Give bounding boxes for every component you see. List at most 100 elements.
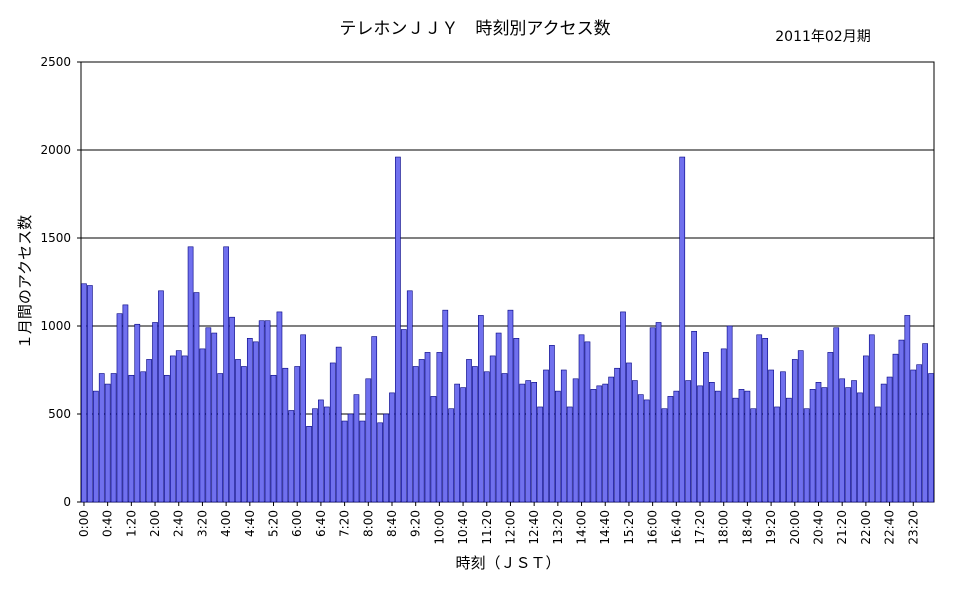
bar-2030: [809, 389, 816, 503]
bar-550: [288, 410, 295, 503]
bar-1130: [489, 355, 496, 503]
bar-800: [365, 378, 372, 503]
bar-1100: [472, 366, 478, 503]
bar-2000: [791, 359, 798, 503]
y-axis-label: １月間のアクセス数: [16, 215, 34, 349]
bar-1600: [649, 327, 656, 503]
bar-1640: [673, 390, 680, 503]
bar-540: [282, 367, 289, 503]
bar-1430: [596, 385, 603, 503]
bar-100: [116, 313, 123, 503]
chart-title: テレホンＪＪＹ 時刻別アクセス数: [339, 19, 610, 39]
bar-1240: [531, 382, 537, 503]
x-tick-label: 8:40: [385, 510, 399, 537]
bar-440: [246, 338, 253, 503]
bar-530: [276, 311, 283, 503]
bar-1050: [466, 359, 472, 503]
bar-320: [199, 348, 206, 503]
x-tick-label: 3:20: [195, 510, 209, 537]
bar-2020: [803, 408, 810, 503]
bar-040: [104, 383, 111, 503]
bar-2330: [916, 364, 923, 503]
bar-2250: [892, 353, 899, 503]
x-tick-label: 0:00: [77, 510, 91, 537]
bar-1350: [572, 378, 579, 503]
bar-1730: [703, 352, 709, 503]
bar-1710: [691, 330, 697, 503]
x-tick-label: 5:20: [267, 510, 281, 537]
bar-1500: [614, 367, 620, 503]
bars: [81, 156, 934, 503]
bar-120: [128, 374, 135, 503]
bar-310: [193, 292, 200, 503]
y-axis-ticks: 0 500 1000 1500 2000 2500: [40, 55, 81, 509]
bar-1330: [560, 369, 567, 503]
bar-500: [258, 320, 265, 503]
y-tick-label: 2500: [40, 55, 71, 69]
bar-1830: [738, 389, 745, 503]
x-tick-label: 6:40: [314, 510, 328, 537]
x-tick-label: 13:20: [551, 510, 565, 545]
x-tick-label: 20:00: [788, 510, 802, 545]
bar-400: [223, 246, 229, 503]
bar-620: [306, 426, 312, 503]
bar-2010: [797, 350, 804, 503]
bar-1440: [602, 383, 609, 503]
bar-030: [98, 373, 105, 503]
bar-200: [152, 322, 158, 503]
bar-250: [181, 355, 188, 503]
bar-600: [294, 366, 301, 503]
bar-430: [241, 366, 247, 503]
bar-710: [335, 346, 342, 503]
bar-020: [92, 390, 99, 503]
bar-1540: [637, 394, 644, 503]
bar-1120: [483, 371, 490, 503]
x-tick-label: 10:00: [432, 510, 446, 545]
bar-1110: [477, 315, 484, 503]
bar-700: [329, 362, 336, 503]
x-tick-label: 16:40: [669, 510, 683, 545]
bar-1210: [513, 338, 520, 503]
bar-2220: [874, 406, 881, 503]
bar-1520: [626, 362, 632, 503]
bar-1920: [768, 369, 774, 503]
bar-450: [252, 341, 259, 503]
bar-110: [122, 304, 129, 503]
bar-1840: [744, 390, 751, 503]
bar-750: [359, 420, 366, 503]
bar-910: [406, 290, 413, 503]
x-tick-label: 6:00: [290, 510, 304, 537]
bar-900: [400, 329, 407, 503]
bar-340: [211, 332, 218, 503]
bar-1310: [549, 345, 555, 503]
y-tick-label: 1500: [40, 231, 71, 245]
x-tick-label: 0:40: [101, 510, 115, 537]
bar-1220: [519, 383, 526, 503]
bar-220: [164, 374, 170, 503]
bar-2120: [839, 378, 846, 503]
x-tick-label: 9:20: [409, 510, 423, 537]
bar-2050: [821, 387, 828, 503]
x-tick-label: 20:40: [811, 510, 825, 545]
x-tick-label: 11:20: [480, 510, 494, 545]
x-tick-label: 10:40: [456, 510, 470, 545]
bar-330: [205, 327, 212, 503]
bar-2130: [845, 387, 851, 503]
bar-150: [146, 359, 152, 503]
bar-2340: [922, 343, 928, 503]
bar-1530: [632, 380, 638, 503]
bar-1020: [448, 408, 455, 503]
x-tick-label: 8:00: [361, 510, 375, 537]
bar-1630: [667, 396, 674, 503]
x-axis-ticks: 0:00 0:40 1:20 2:00 2:40 3:20 4:00 4:40 5:20 6:00…: [77, 502, 920, 545]
x-tick-label: 2:00: [148, 510, 162, 537]
bar-300: [187, 246, 194, 503]
bar-1900: [756, 334, 763, 503]
bar-610: [300, 334, 306, 503]
x-tick-label: 1:20: [124, 510, 138, 537]
bar-140: [140, 371, 147, 503]
bar-810: [371, 336, 378, 503]
bar-130: [134, 323, 141, 503]
bar-1340: [566, 406, 573, 503]
